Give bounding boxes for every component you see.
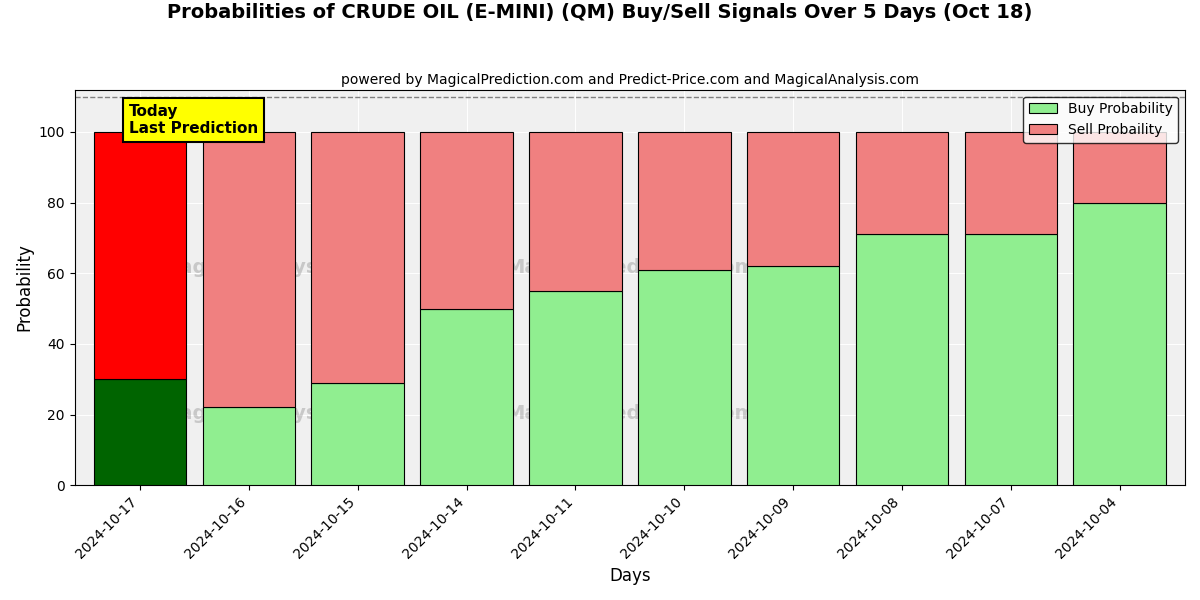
Bar (638, 132, 731, 269)
Legend: Buy Probability, Sell Probaility: Buy Probability, Sell Probaility (1024, 97, 1178, 143)
Bar (856, 235, 948, 485)
Text: Today
Last Prediction: Today Last Prediction (130, 104, 258, 136)
Bar (746, 266, 839, 485)
Bar (965, 235, 1057, 485)
Title: powered by MagicalPrediction.com and Predict-Price.com and MagicalAnalysis.com: powered by MagicalPrediction.com and Pre… (341, 73, 919, 87)
Bar (529, 291, 622, 485)
Bar (94, 379, 186, 485)
Bar (1074, 132, 1166, 203)
X-axis label: Days: Days (610, 567, 650, 585)
Bar (312, 383, 404, 485)
Bar (94, 132, 186, 379)
Text: MagicalAnalysis.com: MagicalAnalysis.com (161, 258, 389, 277)
Y-axis label: Probability: Probability (16, 244, 34, 331)
Bar (856, 132, 948, 235)
Bar (638, 269, 731, 485)
Bar (746, 132, 839, 266)
Bar (203, 407, 295, 485)
Text: Probabilities of CRUDE OIL (E-MINI) (QM) Buy/Sell Signals Over 5 Days (Oct 18): Probabilities of CRUDE OIL (E-MINI) (QM)… (167, 3, 1033, 22)
Bar (420, 308, 512, 485)
Bar (1074, 203, 1166, 485)
Text: MagicalAnalysis.com: MagicalAnalysis.com (161, 404, 389, 424)
Text: MagicalPrediction.com: MagicalPrediction.com (505, 404, 755, 424)
Bar (312, 132, 404, 383)
Text: MagicalPrediction.com: MagicalPrediction.com (505, 258, 755, 277)
Bar (965, 132, 1057, 235)
Bar (203, 132, 295, 407)
Bar (420, 132, 512, 308)
Bar (529, 132, 622, 291)
